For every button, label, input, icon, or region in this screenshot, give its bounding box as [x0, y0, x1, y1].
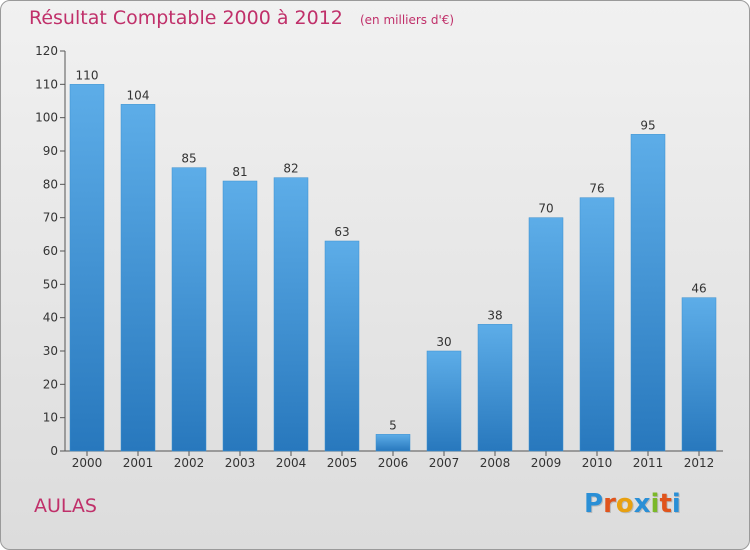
- x-tick-label: 2010: [582, 456, 613, 470]
- chart-unit: (en milliers d'€): [359, 13, 455, 27]
- bar: [69, 84, 105, 452]
- logo-letter: P: [584, 489, 604, 519]
- value-label: 30: [436, 335, 451, 349]
- y-tick-label: 80: [43, 177, 58, 191]
- value-label: 95: [640, 118, 655, 132]
- x-tick-label: 2007: [429, 456, 460, 470]
- bar: [681, 297, 717, 452]
- bar: [171, 167, 207, 452]
- bar: [477, 324, 513, 452]
- bar: [426, 350, 462, 452]
- y-tick-label: 10: [43, 411, 58, 425]
- bar: [579, 197, 615, 452]
- y-tick-label: 50: [43, 277, 58, 291]
- x-tick-label: 2002: [174, 456, 205, 470]
- value-label: 38: [487, 308, 502, 322]
- x-tick-label: 2008: [480, 456, 511, 470]
- x-tick-label: 2004: [276, 456, 307, 470]
- bar: [273, 177, 309, 452]
- y-tick-label: 0: [50, 444, 58, 458]
- x-tick-label: 2001: [123, 456, 154, 470]
- bar: [222, 180, 258, 452]
- bar: [120, 104, 156, 452]
- proxiti-logo: Proxiti: [584, 489, 681, 519]
- x-tick-label: 2003: [225, 456, 256, 470]
- y-tick-label: 100: [35, 111, 58, 125]
- chart-title: Résultat Comptable 2000 à 2012: [29, 7, 343, 29]
- x-tick-label: 2000: [72, 456, 103, 470]
- bar: [324, 240, 360, 452]
- value-label: 81: [232, 165, 247, 179]
- y-tick-label: 20: [43, 377, 58, 391]
- x-tick-label: 2005: [327, 456, 358, 470]
- value-label: 82: [283, 162, 298, 176]
- y-tick-label: 30: [43, 344, 58, 358]
- value-label: 76: [589, 182, 604, 196]
- bars: [69, 84, 717, 452]
- value-label: 46: [691, 282, 706, 296]
- bar: [528, 217, 564, 452]
- logo-letter: i: [671, 489, 681, 519]
- commune-name: AULAS: [34, 495, 97, 517]
- logo-letter: t: [659, 489, 672, 519]
- logo-letter: r: [603, 489, 616, 519]
- y-tick-label: 120: [35, 44, 58, 58]
- y-tick-label: 70: [43, 211, 58, 225]
- y-tick-label: 110: [35, 77, 58, 91]
- value-label: 5: [389, 418, 397, 432]
- value-label: 70: [538, 202, 553, 216]
- logo-letter: x: [633, 489, 651, 519]
- x-tick-label: 2011: [633, 456, 664, 470]
- value-label: 110: [76, 68, 99, 82]
- x-tick-label: 2009: [531, 456, 562, 470]
- logo-letter: o: [615, 489, 634, 519]
- y-tick-label: 90: [43, 144, 58, 158]
- title-row: Résultat Comptable 2000 à 2012 (en milli…: [29, 7, 454, 29]
- y-tick-label: 40: [43, 311, 58, 325]
- y-tick-label: 60: [43, 244, 58, 258]
- x-tick-label: 2012: [684, 456, 715, 470]
- value-label: 85: [181, 152, 196, 166]
- data-labels: 110 104 85 81 82 63 5 30 38 70 76 95 46: [76, 68, 707, 432]
- bar: [375, 434, 411, 452]
- value-label: 104: [127, 88, 150, 102]
- bar: [630, 134, 666, 452]
- logo-letter: i: [650, 489, 660, 519]
- x-tick-label: 2006: [378, 456, 409, 470]
- value-label: 63: [334, 225, 349, 239]
